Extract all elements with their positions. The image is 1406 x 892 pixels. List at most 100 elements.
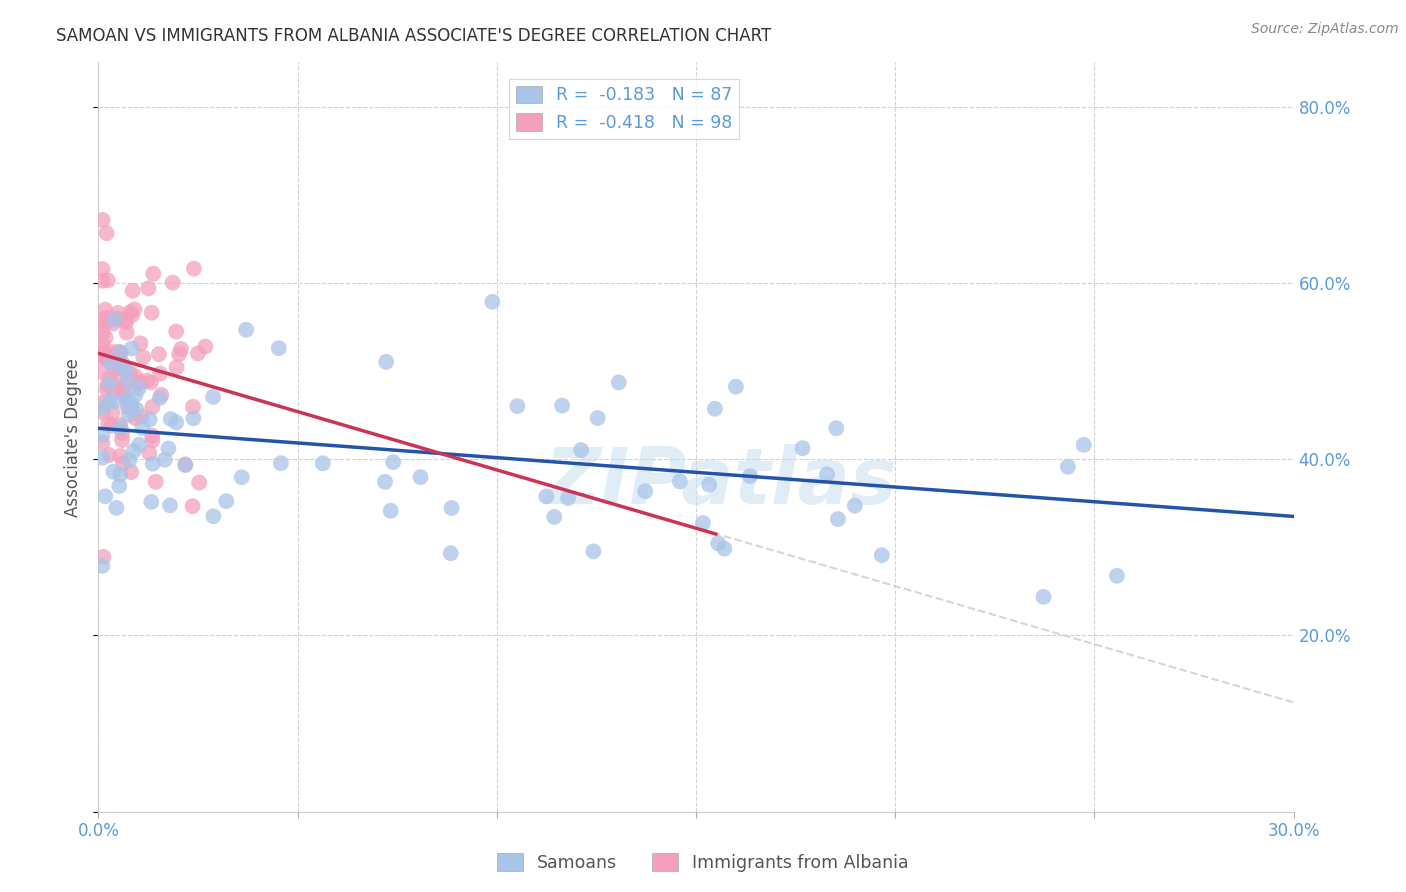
Point — [98, 376, 121, 391]
Point — [118, 365, 141, 379]
Point — [121, 284, 143, 298]
Point — [111, 357, 134, 371]
Point — [91, 558, 114, 573]
Point — [440, 500, 463, 515]
Point — [506, 399, 529, 413]
Point — [124, 388, 146, 402]
Point — [844, 499, 866, 513]
Point — [738, 469, 761, 483]
Point — [215, 494, 238, 508]
Point — [1057, 459, 1080, 474]
Point — [138, 412, 160, 426]
Point — [188, 475, 211, 490]
Point — [162, 276, 184, 290]
Point — [101, 384, 124, 399]
Point — [115, 363, 138, 377]
Point — [124, 302, 146, 317]
Point — [194, 339, 217, 353]
Point — [111, 433, 134, 447]
Point — [108, 467, 131, 482]
Point — [138, 446, 160, 460]
Point — [153, 452, 176, 467]
Point — [183, 411, 205, 425]
Point — [165, 325, 187, 339]
Point — [174, 458, 197, 472]
Point — [110, 345, 132, 359]
Point — [91, 401, 114, 416]
Point — [543, 509, 565, 524]
Point — [91, 213, 114, 227]
Text: ZIPatlas: ZIPatlas — [544, 444, 896, 520]
Point — [374, 475, 396, 489]
Point — [187, 346, 209, 360]
Point — [91, 325, 114, 339]
Point — [150, 388, 173, 402]
Point — [121, 401, 143, 415]
Point — [121, 398, 143, 412]
Point — [111, 385, 134, 400]
Point — [91, 262, 114, 277]
Point — [105, 500, 128, 515]
Point — [91, 365, 114, 379]
Point — [607, 376, 630, 390]
Point — [128, 381, 150, 395]
Point — [117, 395, 139, 409]
Point — [697, 477, 720, 491]
Point — [138, 281, 160, 295]
Point — [117, 408, 139, 422]
Point — [120, 465, 142, 479]
Point — [135, 374, 157, 388]
Point — [103, 317, 125, 331]
Point — [692, 516, 714, 530]
Point — [117, 400, 139, 414]
Text: SAMOAN VS IMMIGRANTS FROM ALBANIA ASSOCIATE'S DEGREE CORRELATION CHART: SAMOAN VS IMMIGRANTS FROM ALBANIA ASSOCI… — [56, 27, 772, 45]
Point — [707, 536, 730, 550]
Point — [96, 383, 118, 397]
Point — [142, 267, 165, 281]
Point — [115, 391, 138, 405]
Point — [159, 412, 181, 426]
Point — [128, 437, 150, 451]
Point — [202, 509, 225, 524]
Point — [91, 428, 114, 442]
Point — [815, 467, 838, 482]
Point — [107, 306, 129, 320]
Point — [129, 336, 152, 351]
Point — [98, 394, 121, 409]
Point — [112, 381, 135, 395]
Point — [132, 351, 155, 365]
Point — [98, 448, 121, 462]
Point — [267, 341, 290, 355]
Point — [96, 310, 118, 325]
Point — [380, 504, 402, 518]
Point — [91, 348, 114, 362]
Point — [96, 377, 118, 392]
Point — [110, 421, 132, 435]
Point — [141, 434, 163, 448]
Point — [157, 442, 180, 456]
Point — [149, 391, 172, 405]
Point — [107, 345, 129, 359]
Point — [91, 319, 114, 334]
Point — [235, 323, 257, 337]
Point — [128, 375, 150, 389]
Point — [703, 401, 725, 416]
Point — [128, 376, 150, 391]
Point — [165, 416, 187, 430]
Point — [94, 311, 117, 326]
Point — [91, 396, 114, 410]
Point — [270, 456, 292, 470]
Point — [669, 475, 692, 489]
Point — [170, 342, 193, 356]
Point — [91, 436, 114, 450]
Point — [131, 409, 153, 424]
Point — [100, 349, 122, 363]
Point — [166, 360, 188, 375]
Point — [792, 442, 814, 456]
Point — [141, 400, 163, 414]
Point — [91, 405, 114, 419]
Point — [97, 352, 120, 367]
Point — [91, 274, 114, 288]
Point — [122, 443, 145, 458]
Y-axis label: Associate's Degree: Associate's Degree — [65, 358, 83, 516]
